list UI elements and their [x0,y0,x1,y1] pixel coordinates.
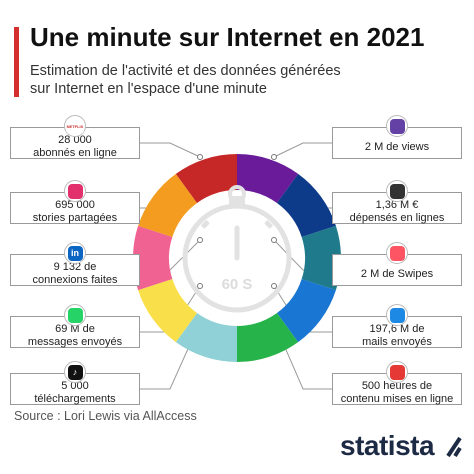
mail-icon-glyph [389,307,405,323]
left-item-line1: 28 000 [58,134,92,146]
right-connector-dot [271,237,277,243]
donut-slice-mails [276,279,336,343]
right-item-text: 2 M de views [365,141,429,154]
twitch-icon-glyph [389,118,405,134]
youtube-icon-glyph [389,364,405,380]
source-note: Source : Lori Lewis via AllAccess [14,409,197,423]
right-item-line2: dépensés en lignes [349,212,445,224]
donut-slice-tiktok [175,313,237,362]
left-item-line2: messages envoyés [27,336,123,348]
left-item-text: 9 132 de connexions faites [33,261,118,287]
donut-slice-linkedin [133,225,173,291]
right-item-text: 500 heures de contenu mises en ligne [341,380,454,406]
left-connector-dot [197,283,203,289]
tiktok-icon: ♪ [64,361,86,383]
left-item-box: 5 000 téléchargements [10,373,140,405]
statista-logo: statista [340,430,435,461]
left-item-line1: 9 132 de [53,261,97,273]
left-item-line2: abonnés en ligne [33,147,117,159]
left-item-line2: connexions faites [32,274,118,286]
left-item-box: 28 000 abonnés en ligne [10,127,140,159]
twitch-icon [386,115,408,137]
title-accent-bar [14,27,19,97]
netflix-icon: NETFLIX [64,115,86,137]
right-item-line1: 500 heures de [361,380,433,392]
left-item-line2: téléchargements [34,393,116,405]
right-item-box: 2 M de views [332,127,462,159]
center-label: 60 S [222,276,253,293]
netflix-icon-glyph: NETFLIX [66,118,84,134]
right-item-text: 1,36 M € dépensés en lignes [350,199,445,225]
left-item-line2: stories partagées [32,212,118,224]
whatsapp-messenger-icon [64,304,86,326]
right-connector-dot [271,154,277,160]
subtitle-line-1: Estimation de l'activité et des données … [30,63,341,79]
right-item-box: 500 heures de contenu mises en ligne [332,373,462,405]
left-item-line1: 695 000 [55,199,95,211]
right-connector-line [273,142,332,158]
stopwatch-icon [182,185,292,313]
subtitle-line-2: sur Internet en l'espace d'une minute [30,81,267,97]
page-subtitle: Estimation de l'activité et des données … [30,62,460,98]
donut-slice-instagram [138,173,198,237]
left-item-line1: 5 000 [61,380,89,392]
right-item-line1: 197,6 M de [369,323,425,335]
mail-icon [386,304,408,326]
left-item-line1: 69 M de [55,323,95,335]
donut-slice-tinder [301,225,342,291]
right-item-line1: 2 M de Swipes [360,267,434,280]
left-connector-dot [197,154,203,160]
donut-slice-youtube [237,313,299,362]
instagram-icon [64,180,86,202]
shopping-cart-icon [386,180,408,202]
right-item-line1: 2 M de views [364,140,430,153]
whatsapp-messenger-icon-glyph [67,307,83,323]
donut-slice-achats-en-ligne [276,173,336,237]
right-item-line2: mails envoyés [362,336,432,348]
left-connector-line [140,142,201,158]
statista-logo-mark [446,436,462,458]
right-connector-dot [271,283,277,289]
tinder-icon [386,242,408,264]
linkedin-icon: in [64,242,86,264]
left-item-text: 695 000 stories partagées [33,199,117,225]
left-connector-dot [197,237,203,243]
left-item-text: 5 000 téléchargements [34,380,115,406]
donut-slices [133,154,342,362]
donut-slice-twitch [237,154,299,203]
instagram-icon-glyph [67,183,83,199]
right-item-box: 1,36 M € dépensés en lignes [332,192,462,224]
right-item-text: 2 M de Swipes [361,268,433,281]
shopping-cart-icon-glyph [389,183,405,199]
tinder-icon-glyph [389,245,405,261]
left-item-text: 28 000 abonnés en ligne [33,134,117,160]
donut-slice-netflix [175,154,237,203]
youtube-icon [386,361,408,383]
left-item-text: 69 M de messages envoyés [28,323,122,349]
donut-slice-whatsapp-messenger [138,279,198,343]
linkedin-icon-glyph: in [67,245,83,261]
right-item-line1: 1,36 M € [375,199,419,211]
right-item-line2: contenu mises en ligne [340,393,454,405]
page-title: Une minute sur Internet en 2021 [30,22,425,52]
right-item-text: 197,6 M de mails envoyés [362,323,432,349]
tiktok-icon-glyph: ♪ [67,364,83,380]
